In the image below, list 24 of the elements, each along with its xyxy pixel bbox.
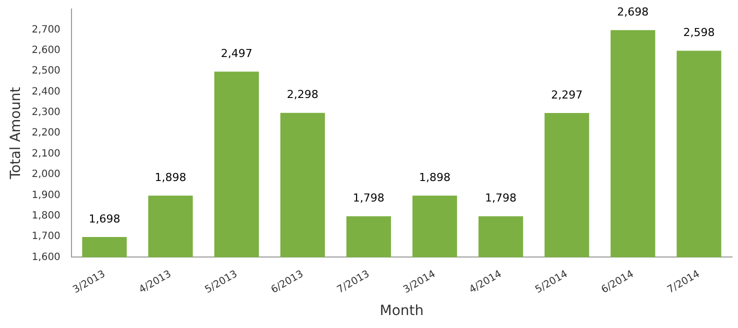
data-label: 2,598 bbox=[683, 26, 715, 40]
y-tick-label: 1,900 bbox=[32, 190, 60, 201]
data-label: 2,298 bbox=[286, 88, 318, 102]
data-label: 2,297 bbox=[551, 88, 583, 102]
y-tick-label: 2,100 bbox=[32, 148, 60, 160]
y-tick-label: 2,300 bbox=[32, 107, 60, 118]
y-tick-label: 1,700 bbox=[32, 231, 60, 242]
data-label: 1,798 bbox=[352, 192, 384, 205]
x-axis-title: Month bbox=[380, 303, 424, 320]
data-label: 1,898 bbox=[154, 170, 186, 184]
y-tick-label: 2,000 bbox=[32, 169, 60, 180]
data-label: 1,698 bbox=[88, 212, 120, 226]
data-label: 1,898 bbox=[418, 170, 450, 184]
data-label: 2,497 bbox=[220, 47, 252, 60]
data-label: 1,798 bbox=[485, 192, 517, 205]
y-tick-label: 2,700 bbox=[32, 24, 60, 36]
y-tick-label: 2,500 bbox=[32, 66, 60, 77]
data-label: 2,698 bbox=[617, 5, 649, 18]
y-tick-label: 1,800 bbox=[32, 210, 60, 222]
y-tick-label: 2,200 bbox=[32, 128, 60, 139]
y-tick-label: 2,600 bbox=[32, 44, 60, 56]
y-axis-title: Total Amount bbox=[8, 86, 24, 180]
y-tick-label: 1,600 bbox=[32, 252, 60, 263]
y-tick-label: 2,400 bbox=[32, 86, 60, 98]
